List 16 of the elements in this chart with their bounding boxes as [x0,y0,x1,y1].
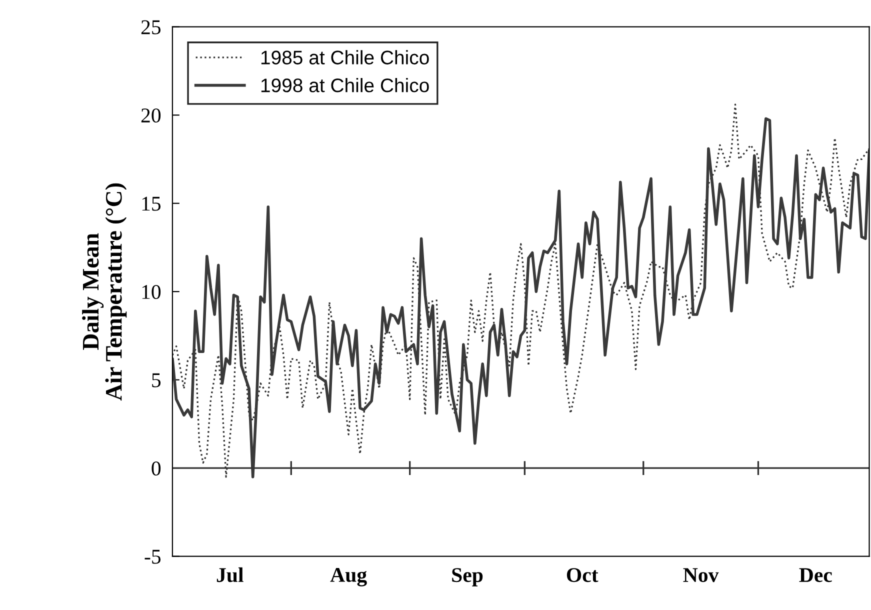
legend-label: 1985 at Chile Chico [261,50,429,64]
y-tick-label: 20 [141,108,161,123]
x-tick-label: Nov [683,568,719,582]
x-tick-label: Sep [452,568,483,586]
y-tick-label: 5 [152,373,161,388]
y-tick-label: 10 [142,284,161,300]
y-axis-title: Daily Mean Air Temperature (°C) [82,183,127,401]
y-tick-label: -5 [144,550,161,564]
y-tick-label: 0 [152,461,161,476]
legend-label: 1998 at Chile Chico [261,78,429,92]
x-tick-label: Aug [330,568,367,586]
x-tick-label: Jul [216,567,244,582]
x-tick-label: Dec [799,568,832,582]
y-tick-label: 15 [142,196,161,211]
y-tick-label: 25 [141,20,161,34]
x-tick-label: Oct [566,568,598,582]
